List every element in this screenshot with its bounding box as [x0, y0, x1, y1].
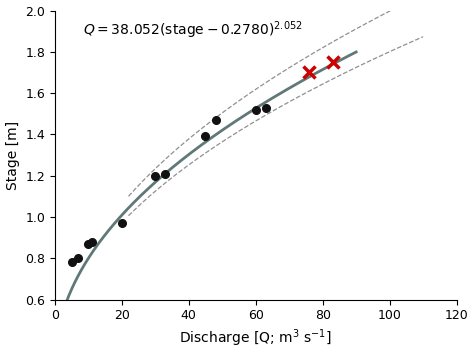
- Y-axis label: Stage [m]: Stage [m]: [6, 120, 19, 190]
- X-axis label: Discharge [Q; m$^3$ s$^{-1}$]: Discharge [Q; m$^3$ s$^{-1}$]: [179, 328, 332, 349]
- Text: $Q = 38.052(\mathrm{stage} - 0.2780)^{2.052}$: $Q = 38.052(\mathrm{stage} - 0.2780)^{2.…: [83, 19, 302, 41]
